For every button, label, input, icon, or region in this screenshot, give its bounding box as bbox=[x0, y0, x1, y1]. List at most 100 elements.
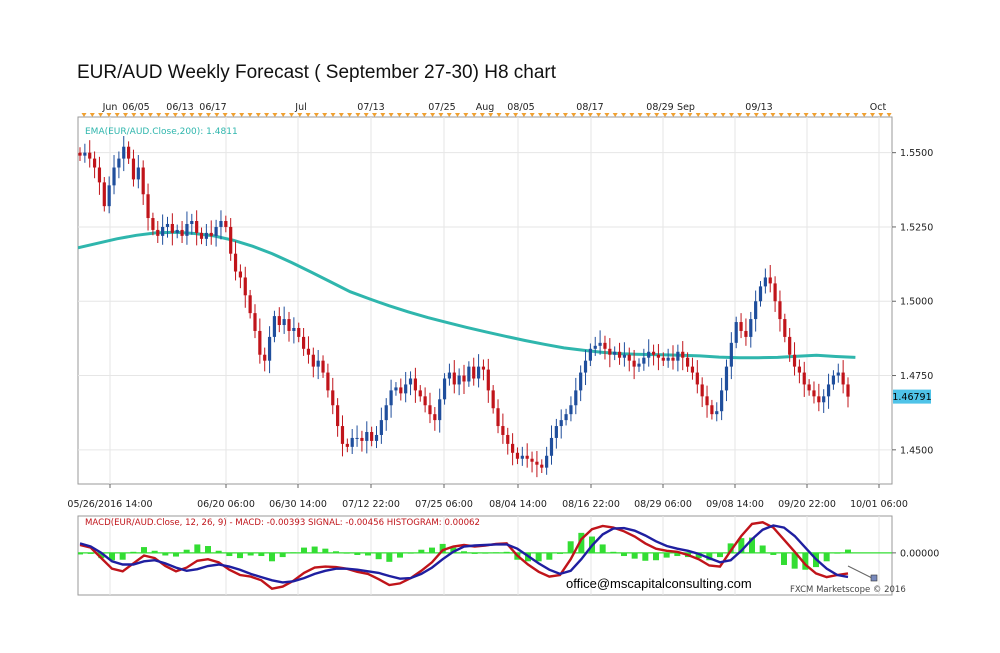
candle-body bbox=[525, 455, 529, 459]
top-axis-label: 06/13 bbox=[166, 102, 193, 113]
histogram-bar bbox=[791, 552, 798, 569]
histogram-bar bbox=[706, 552, 713, 561]
time-marker bbox=[554, 113, 560, 117]
time-marker bbox=[629, 113, 635, 117]
candle-body bbox=[224, 221, 228, 227]
candle-body bbox=[117, 158, 121, 168]
candle-body bbox=[846, 384, 850, 397]
histogram-bar bbox=[599, 544, 606, 553]
time-marker bbox=[421, 113, 427, 117]
time-marker bbox=[504, 113, 510, 117]
time-marker bbox=[280, 113, 286, 117]
candle-body bbox=[457, 375, 461, 385]
candle-body bbox=[637, 363, 641, 367]
copyright-label: FXCM Marketscope © 2016 bbox=[790, 585, 906, 595]
histogram-bar bbox=[130, 551, 137, 553]
x-tick-label: 08/04 14:00 bbox=[489, 499, 547, 510]
time-marker bbox=[828, 113, 834, 117]
time-marker bbox=[496, 113, 502, 117]
candle-body bbox=[739, 322, 743, 331]
time-marker bbox=[156, 113, 162, 117]
candle-body bbox=[651, 351, 656, 355]
candle-body bbox=[136, 167, 140, 180]
time-marker bbox=[81, 113, 87, 117]
x-tick-label: 09/20 22:00 bbox=[778, 499, 836, 510]
top-axis-label: Aug bbox=[476, 102, 495, 113]
candle-body bbox=[156, 229, 160, 236]
histogram-bar bbox=[429, 547, 435, 553]
top-axis-label: 06/05 bbox=[122, 102, 149, 113]
time-marker bbox=[355, 113, 361, 117]
candle-body bbox=[501, 426, 505, 435]
histogram-bar bbox=[503, 551, 510, 553]
histogram-bar bbox=[493, 552, 499, 554]
time-marker bbox=[753, 113, 759, 117]
top-axis-label: 08/05 bbox=[507, 102, 534, 113]
candle-body bbox=[297, 327, 301, 337]
candle-body bbox=[763, 277, 767, 287]
time-marker bbox=[289, 113, 294, 117]
time-marker bbox=[762, 113, 768, 117]
time-marker bbox=[820, 113, 826, 117]
time-marker bbox=[695, 113, 701, 117]
histogram-bar bbox=[578, 532, 585, 553]
candle-body bbox=[515, 452, 520, 459]
candle-body bbox=[486, 369, 490, 391]
time-marker bbox=[579, 113, 585, 117]
y-tick-label: 0.00000 bbox=[900, 548, 939, 559]
histogram-bar bbox=[151, 550, 158, 553]
histogram-bar bbox=[823, 552, 830, 562]
candle-body bbox=[666, 357, 670, 361]
candle-body bbox=[792, 354, 797, 367]
macd-y-axis: 0.00000 bbox=[892, 548, 939, 559]
candle-body bbox=[336, 405, 340, 427]
candle-body bbox=[340, 426, 345, 444]
time-marker bbox=[737, 113, 743, 117]
time-marker bbox=[164, 113, 170, 117]
candle-body bbox=[758, 286, 763, 302]
candle-body bbox=[506, 434, 510, 444]
top-axis-label: 06/17 bbox=[199, 102, 226, 113]
time-marker bbox=[413, 113, 419, 117]
candle-body bbox=[141, 167, 145, 195]
candle-body bbox=[165, 223, 170, 227]
histogram-bar bbox=[194, 544, 201, 553]
candle-body bbox=[729, 342, 733, 367]
candle-body bbox=[326, 372, 330, 391]
candle-body bbox=[812, 390, 816, 397]
candle-body bbox=[822, 396, 826, 403]
top-axis-label: 08/29 bbox=[646, 102, 673, 113]
time-marker bbox=[728, 113, 734, 117]
candle-body bbox=[447, 372, 452, 379]
time-marker bbox=[430, 113, 436, 117]
histogram-bar bbox=[631, 552, 638, 559]
x-tick-label: 10/01 06:00 bbox=[850, 499, 908, 510]
candle-body bbox=[481, 366, 486, 370]
top-time-axis: Jun 06/05 06/13 06/17 Jul 07/13 07/25 Aug 08/05 0… bbox=[78, 99, 892, 118]
candle-body bbox=[749, 319, 753, 337]
candle-body bbox=[676, 351, 680, 361]
histogram-bar bbox=[386, 552, 393, 562]
time-marker bbox=[604, 113, 610, 117]
histogram-bar bbox=[557, 552, 563, 554]
histogram-bar bbox=[173, 552, 179, 557]
candle-body bbox=[768, 277, 772, 284]
histogram-bar bbox=[333, 551, 339, 553]
histogram-bar bbox=[695, 552, 702, 559]
time-marker bbox=[222, 113, 228, 117]
candle-body bbox=[253, 313, 257, 331]
time-marker bbox=[214, 113, 220, 117]
candle-body bbox=[292, 327, 296, 331]
histogram-bar bbox=[311, 546, 318, 553]
time-marker bbox=[255, 113, 261, 117]
time-marker bbox=[172, 113, 178, 117]
candle-body bbox=[836, 372, 840, 376]
time-marker bbox=[239, 113, 245, 117]
candle-body bbox=[608, 348, 612, 355]
time-marker bbox=[612, 113, 618, 117]
candle-body bbox=[632, 360, 636, 367]
candle-body bbox=[214, 226, 218, 236]
candle-body bbox=[267, 336, 272, 361]
x-tick-label: 08/29 06:00 bbox=[634, 499, 692, 510]
